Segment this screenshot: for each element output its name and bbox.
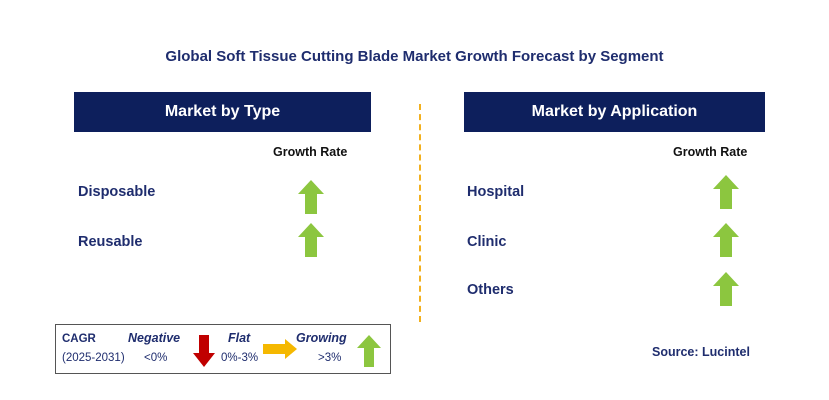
- source-label: Source: Lucintel: [652, 345, 750, 359]
- growing-arrow-icon: [713, 272, 739, 306]
- type-growth-rate-label: Growth Rate: [273, 145, 348, 159]
- type-row-reusable-label: Reusable: [78, 234, 143, 250]
- legend-flat-label: Flat: [228, 331, 251, 345]
- cagr-legend: CAGR (2025-2031) Negative <0% Flat 0%-3%…: [55, 324, 391, 374]
- legend-growing-range: >3%: [318, 352, 342, 364]
- legend-negative-range: <0%: [144, 352, 168, 364]
- growing-arrow-icon: [713, 175, 739, 209]
- application-row-others-label: Others: [467, 282, 514, 298]
- application-growth-rate-label: Growth Rate: [673, 145, 748, 159]
- panel-divider: [419, 104, 421, 322]
- application-row-clinic-label: Clinic: [467, 234, 507, 250]
- negative-arrow-icon: [193, 335, 215, 367]
- application-row-hospital-label: Hospital: [467, 184, 525, 200]
- growing-arrow-icon: [713, 223, 739, 257]
- legend-cagr-label: CAGR: [62, 333, 96, 345]
- page-title: Global Soft Tissue Cutting Blade Market …: [165, 48, 664, 65]
- type-row-disposable-label: Disposable: [78, 184, 156, 200]
- market-by-application-header: Market by Application: [464, 92, 765, 132]
- legend-growing-label: Growing: [296, 331, 347, 345]
- growing-arrow-icon: [298, 180, 324, 214]
- flat-arrow-icon: [263, 339, 297, 359]
- legend-period-label: (2025-2031): [62, 352, 125, 364]
- legend-negative-label: Negative: [128, 331, 181, 345]
- growing-arrow-icon: [298, 223, 324, 257]
- growing-arrow-icon: [357, 335, 381, 367]
- legend-flat-range: 0%-3%: [221, 352, 259, 364]
- market-by-type-header: Market by Type: [74, 92, 371, 132]
